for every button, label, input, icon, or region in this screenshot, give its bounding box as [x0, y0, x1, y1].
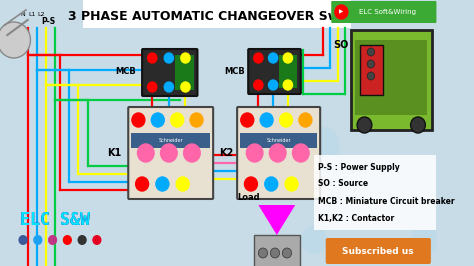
Text: ELC S&W: ELC S&W — [20, 211, 91, 229]
Circle shape — [246, 144, 263, 162]
FancyBboxPatch shape — [248, 49, 301, 94]
Circle shape — [335, 5, 348, 19]
Circle shape — [78, 235, 87, 245]
Circle shape — [367, 72, 374, 80]
Circle shape — [299, 113, 312, 127]
Bar — [254, 235, 300, 266]
Circle shape — [292, 144, 309, 162]
Circle shape — [410, 117, 425, 133]
Circle shape — [151, 113, 164, 127]
Circle shape — [254, 80, 263, 90]
Circle shape — [147, 53, 157, 63]
Bar — [279, 55, 297, 88]
FancyBboxPatch shape — [237, 107, 320, 199]
Bar — [360, 45, 383, 95]
Circle shape — [260, 113, 273, 127]
Circle shape — [171, 113, 183, 127]
Circle shape — [268, 80, 278, 90]
Circle shape — [48, 235, 57, 245]
FancyBboxPatch shape — [128, 107, 213, 199]
Circle shape — [147, 82, 157, 92]
Text: N: N — [21, 13, 26, 18]
Bar — [355, 40, 427, 115]
Circle shape — [258, 248, 268, 258]
FancyBboxPatch shape — [331, 1, 437, 23]
Text: P-S : Power Supply: P-S : Power Supply — [319, 163, 400, 172]
Text: Schneider: Schneider — [158, 139, 183, 143]
FancyBboxPatch shape — [326, 238, 431, 264]
Circle shape — [270, 248, 280, 258]
Circle shape — [183, 144, 200, 162]
Text: SO : Source: SO : Source — [319, 180, 368, 189]
Circle shape — [164, 82, 173, 92]
Text: K1: K1 — [108, 148, 122, 158]
Circle shape — [164, 53, 173, 63]
Bar — [351, 30, 432, 130]
Circle shape — [132, 113, 145, 127]
Circle shape — [18, 235, 27, 245]
Circle shape — [280, 113, 292, 127]
Bar — [240, 133, 318, 148]
Circle shape — [136, 177, 148, 191]
Text: L2: L2 — [38, 13, 46, 18]
Text: Load: Load — [237, 193, 260, 202]
FancyBboxPatch shape — [142, 49, 198, 96]
Circle shape — [268, 53, 278, 63]
Circle shape — [367, 60, 374, 68]
Text: MCB: MCB — [224, 66, 245, 76]
Circle shape — [245, 177, 257, 191]
Circle shape — [283, 53, 292, 63]
Text: K1,K2 : Contactor: K1,K2 : Contactor — [319, 214, 394, 222]
Circle shape — [254, 53, 263, 63]
Circle shape — [301, 226, 327, 254]
Circle shape — [306, 127, 339, 163]
Text: K2: K2 — [219, 148, 233, 158]
Text: MCB: MCB — [115, 68, 136, 77]
Circle shape — [161, 144, 177, 162]
Circle shape — [181, 53, 190, 63]
Circle shape — [285, 177, 298, 191]
Text: L1: L1 — [28, 13, 36, 18]
Circle shape — [241, 113, 254, 127]
Bar — [131, 133, 210, 148]
Text: ▶: ▶ — [339, 10, 344, 15]
Circle shape — [176, 177, 189, 191]
Text: 3 PHASE AUTOMATIC CHANGEOVER Switch: 3 PHASE AUTOMATIC CHANGEOVER Switch — [68, 10, 365, 23]
Bar — [175, 55, 194, 90]
Circle shape — [397, 155, 434, 195]
Polygon shape — [258, 205, 295, 235]
Text: P-S: P-S — [41, 18, 55, 27]
Circle shape — [269, 144, 286, 162]
Circle shape — [156, 177, 169, 191]
Circle shape — [92, 235, 101, 245]
Text: ELC S&W: ELC S&W — [20, 211, 91, 229]
Circle shape — [181, 82, 190, 92]
Circle shape — [63, 235, 72, 245]
Text: SO: SO — [334, 40, 349, 50]
Circle shape — [410, 225, 438, 255]
Circle shape — [137, 144, 154, 162]
Text: Schneider: Schneider — [266, 139, 291, 143]
Circle shape — [33, 235, 43, 245]
Circle shape — [357, 117, 372, 133]
Circle shape — [283, 80, 292, 90]
Text: MCB : Miniature Circuit breaker: MCB : Miniature Circuit breaker — [319, 197, 455, 206]
Circle shape — [367, 48, 374, 56]
Circle shape — [265, 177, 278, 191]
Circle shape — [0, 22, 30, 58]
Bar — [83, 0, 351, 28]
Circle shape — [190, 113, 203, 127]
Circle shape — [283, 248, 292, 258]
Text: ELC Soft&Wiring: ELC Soft&Wiring — [359, 9, 416, 15]
Bar — [314, 155, 436, 230]
Text: Subscribed us: Subscribed us — [343, 247, 414, 256]
